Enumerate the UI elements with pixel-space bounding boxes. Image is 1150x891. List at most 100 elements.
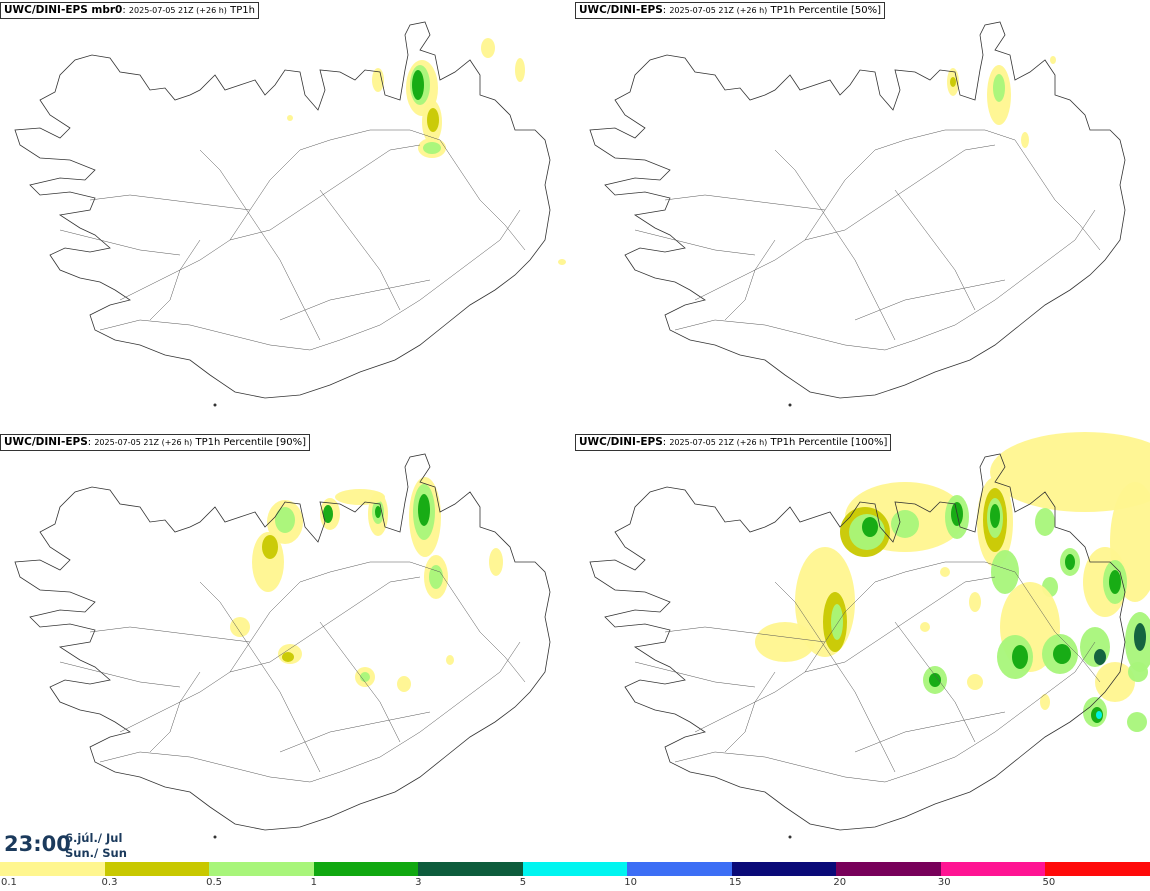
precip-area — [412, 70, 424, 100]
road-line — [894, 621, 976, 743]
legend-tick-label: 3 — [415, 877, 422, 888]
map-panel-p50: UWC/DINI-EPS: 2025-07-05 21Z (+26 h) TP1… — [575, 0, 1150, 430]
road-line — [694, 129, 1016, 301]
precip-area — [990, 504, 1000, 528]
model-name: UWC/DINI-EPS mbr0 — [4, 4, 123, 16]
road-line — [119, 561, 441, 733]
precip-area — [282, 652, 294, 662]
road-line — [99, 641, 521, 783]
road-line — [89, 194, 251, 211]
legend-tick-label: 0.5 — [206, 877, 222, 888]
precip-legend: 0.1 0.3 0.5 1 3 5 10 15 20 30 50 — [0, 862, 1150, 891]
precip-area — [1050, 56, 1056, 64]
legend-swatch — [418, 862, 523, 876]
road-line — [854, 279, 1006, 321]
legend-tick-label: 5 — [519, 877, 527, 888]
road-line — [149, 671, 201, 753]
legend-tick-label: 50 — [1042, 877, 1056, 888]
road-line — [724, 239, 776, 321]
precip-area — [755, 622, 815, 662]
iceland-precip-map — [589, 432, 1150, 839]
model-name: UWC/DINI-EPS — [579, 4, 663, 16]
road-line — [804, 144, 996, 241]
road-line — [674, 641, 1096, 783]
legend-swatch — [731, 862, 837, 876]
coastline — [14, 21, 551, 399]
run-time: 2025-07-05 21Z (+26 h) — [669, 6, 768, 15]
precip-area — [287, 115, 293, 121]
map-panel-member0: UWC/DINI-EPS mbr0: 2025-07-05 21Z (+26 h… — [0, 0, 575, 430]
road-line — [724, 671, 776, 753]
model-name: UWC/DINI-EPS — [579, 436, 663, 448]
panel-title: UWC/DINI-EPS: 2025-07-05 21Z (+26 h) TP1… — [575, 434, 892, 451]
road-line — [229, 144, 421, 241]
run-time: 2025-07-05 21Z (+26 h) — [128, 6, 227, 15]
road-line — [199, 149, 321, 341]
precip-area — [262, 535, 278, 559]
road-line — [89, 626, 251, 643]
precip-area — [1096, 711, 1102, 719]
road-line — [319, 189, 401, 311]
road-line — [59, 229, 181, 256]
map-panel-p100: UWC/DINI-EPS: 2025-07-05 21Z (+26 h) TP1… — [575, 432, 1150, 862]
road-line — [804, 576, 996, 673]
precip-area — [1035, 508, 1055, 536]
precip-area — [862, 517, 878, 537]
legend-swatch — [313, 862, 419, 876]
valid-weekday: Sun./ Sun — [65, 846, 127, 860]
coastline — [589, 21, 1126, 399]
road-line — [774, 149, 896, 341]
precip-area — [375, 506, 381, 518]
legend-swatch — [104, 862, 210, 876]
road-line — [1014, 139, 1101, 251]
panel-title: UWC/DINI-EPS: 2025-07-05 21Z (+26 h) TP1… — [0, 434, 311, 451]
road-line — [664, 626, 826, 643]
precip-area — [427, 108, 439, 132]
road-line — [894, 189, 976, 311]
precip-area — [429, 565, 443, 589]
legend-color-bar — [0, 862, 1150, 876]
precip-area — [891, 510, 919, 538]
legend-swatch — [209, 862, 314, 876]
precip-area — [1127, 712, 1147, 732]
legend-swatch — [522, 862, 628, 876]
precip-area — [993, 74, 1005, 102]
precip-area — [397, 676, 411, 692]
field-name: TP1h Percentile [50%] — [770, 5, 882, 16]
precip-area — [920, 622, 930, 632]
road-line — [279, 279, 431, 321]
precip-area — [230, 617, 250, 637]
precip-area — [1021, 132, 1029, 148]
coastline — [589, 453, 1126, 831]
precip-area — [1109, 570, 1121, 594]
model-name: UWC/DINI-EPS — [4, 436, 88, 448]
precip-area — [967, 674, 983, 690]
road-line — [674, 209, 1096, 351]
islet — [788, 835, 792, 839]
legend-tick-label: 0.1 — [1, 877, 17, 888]
valid-time-box: 23:00 6.júl./ Jul Sun./ Sun — [0, 828, 128, 862]
precip-area — [515, 58, 525, 82]
road-line — [634, 661, 756, 688]
precip-area — [446, 655, 454, 665]
legend-tick-label: 15 — [728, 877, 742, 888]
islet — [788, 403, 792, 407]
road-line — [119, 129, 441, 301]
precip-area — [950, 77, 956, 87]
run-time: 2025-07-05 21Z (+26 h) — [94, 438, 193, 447]
islet — [213, 835, 217, 839]
field-name: TP1h Percentile [90%] — [195, 437, 307, 448]
legend-tick-label: 0.3 — [101, 877, 118, 888]
road-line — [199, 581, 321, 773]
legend-swatch — [627, 862, 732, 876]
run-time: 2025-07-05 21Z (+26 h) — [669, 438, 768, 447]
road-line — [1014, 571, 1101, 683]
field-name: TP1h — [230, 5, 255, 16]
road-line — [694, 561, 1016, 733]
precip-area — [1134, 623, 1146, 651]
road-line — [149, 239, 201, 321]
road-line — [634, 229, 756, 256]
iceland-precip-map — [14, 453, 551, 839]
iceland-precip-map — [14, 21, 566, 407]
road-line — [439, 139, 526, 251]
